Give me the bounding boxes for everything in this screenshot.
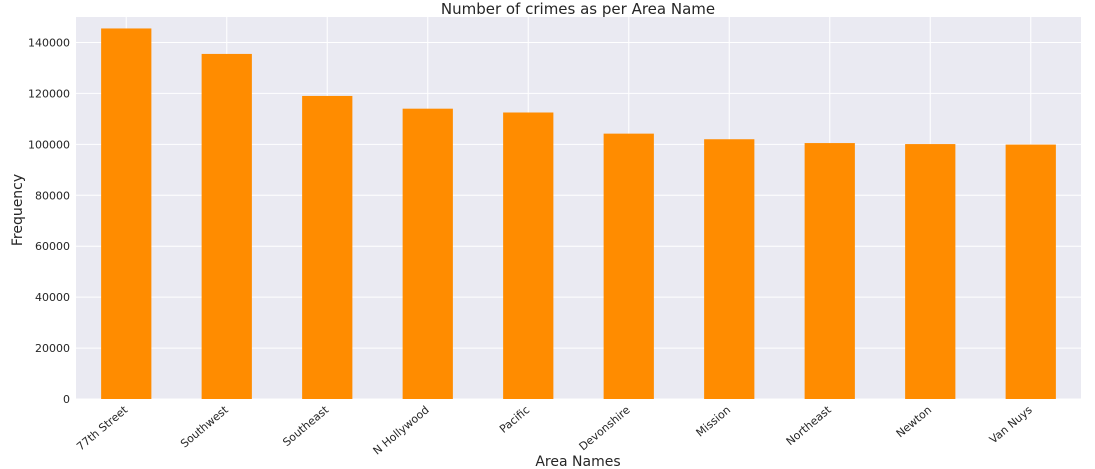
y-tick-label: 120000 xyxy=(28,87,70,100)
chart-title: Number of crimes as per Area Name xyxy=(441,0,715,18)
bar xyxy=(804,143,855,399)
bar xyxy=(503,112,554,399)
x-tick-label: Northeast xyxy=(784,403,834,448)
y-tick-labels: 0 20000 40000 60000 80000 100000 120000 140000 xyxy=(28,36,70,406)
bar xyxy=(101,28,152,400)
x-tick-label: N Hollywood xyxy=(371,403,432,457)
y-tick-label: 100000 xyxy=(28,138,70,151)
x-axis-title: Area Names xyxy=(535,454,620,469)
x-tick-label: 77th Street xyxy=(74,403,131,453)
x-tick-label: Southeast xyxy=(280,403,331,449)
y-tick-label: 0 xyxy=(63,393,70,406)
y-axis-title: Frequency xyxy=(10,174,26,246)
y-tick-label: 40000 xyxy=(35,291,70,304)
bar xyxy=(1005,144,1056,399)
y-tick-label: 60000 xyxy=(35,240,70,253)
x-tick-label: Southwest xyxy=(178,403,231,451)
x-tick-label: Devonshire xyxy=(577,403,633,453)
x-tick-label: Mission xyxy=(694,403,734,439)
bar xyxy=(402,108,453,400)
x-tick-labels: 77th Street Southwest Southeast N Hollywood… xyxy=(74,403,1035,458)
bar xyxy=(603,133,654,399)
x-tick-label: Van Nuys xyxy=(987,403,1035,446)
bar xyxy=(704,139,755,400)
bar xyxy=(302,95,353,400)
bar xyxy=(201,53,252,399)
x-tick-label: Newton xyxy=(894,403,935,440)
x-tick-label: Pacific xyxy=(497,403,532,435)
y-tick-label: 20000 xyxy=(35,342,70,355)
bar xyxy=(905,144,956,399)
bars xyxy=(101,28,1056,400)
y-tick-label: 140000 xyxy=(28,36,70,49)
y-tick-label: 80000 xyxy=(35,189,70,202)
